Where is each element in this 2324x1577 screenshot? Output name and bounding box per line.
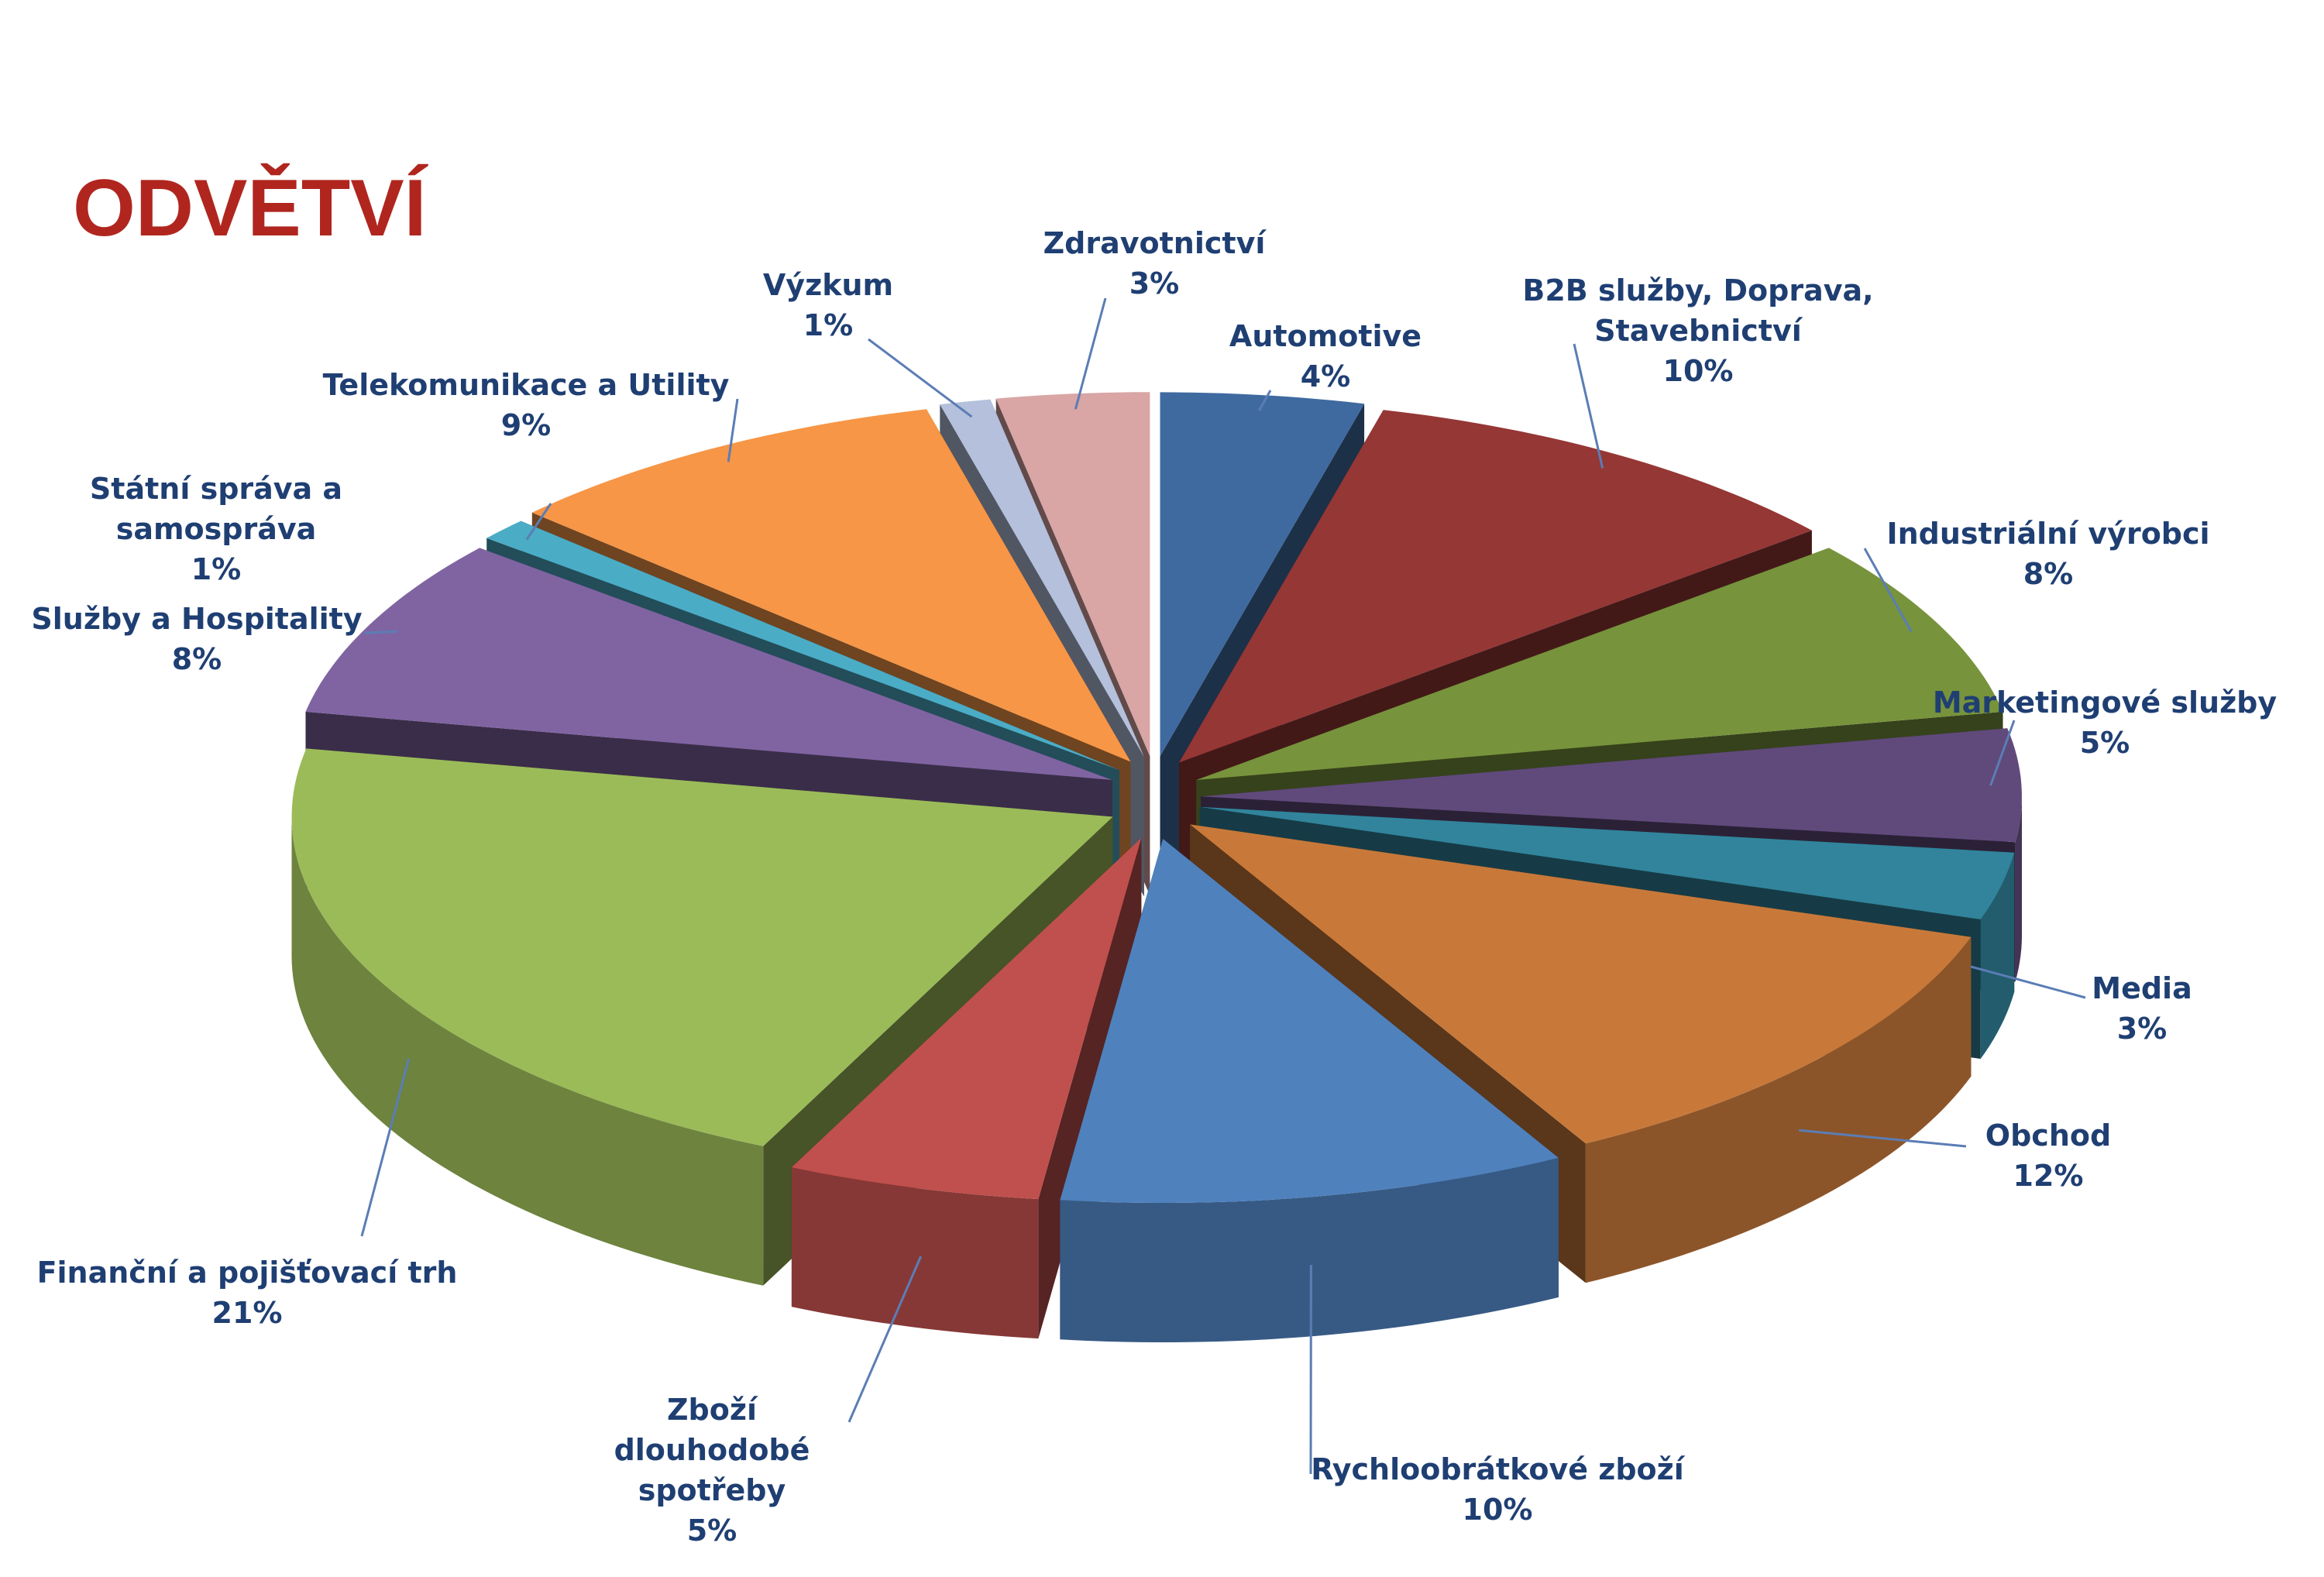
leader-line [1989, 720, 2016, 786]
category-label: Státní správa a samospráva [89, 472, 343, 546]
data-label: Zdravotnictví 3% [1043, 223, 1266, 304]
value-label: 4% [1300, 359, 1351, 393]
slice-side [791, 1167, 1039, 1339]
category-label: Obchod [1985, 1118, 2112, 1153]
data-label: Obchod 12% [1985, 1115, 2111, 1196]
category-label: Media [2092, 971, 2192, 1005]
data-label: Finanční a pojišťovací trh 21% [37, 1252, 458, 1333]
leader-line [1863, 548, 1913, 633]
slice [1179, 410, 1812, 763]
category-label: Rychloobrátkové zboží [1311, 1452, 1684, 1486]
leader-line [868, 338, 973, 418]
leader-line [364, 630, 397, 634]
slice [486, 521, 1119, 771]
leader-line [727, 398, 739, 462]
category-label: Výzkum [762, 268, 894, 302]
data-label: Automotive 4% [1229, 316, 1422, 397]
value-label: 8% [2023, 557, 2074, 591]
slice-side [1060, 1157, 1559, 1342]
data-label: Marketingové služby 5% [1933, 682, 2277, 763]
leader-line [360, 1058, 411, 1237]
value-label: 21% [211, 1296, 283, 1330]
slice-side [291, 816, 764, 1286]
data-label: Služby a Hospitality 8% [31, 599, 362, 679]
category-label: Služby a Hospitality [31, 602, 363, 636]
category-label: Industriální výrobci [1886, 517, 2210, 551]
value-label: 5% [2079, 726, 2130, 760]
category-label: B2B služby, Doprava, Stavebnictví [1522, 273, 1874, 348]
value-label: 10% [1662, 354, 1734, 388]
value-label: 10% [1462, 1493, 1533, 1527]
category-label: Telekomunikace a Utility [322, 368, 730, 402]
value-label: 9% [500, 408, 552, 442]
data-label: Státní správa a samospráva 1% [88, 469, 344, 589]
value-label: 3% [2116, 1012, 2168, 1046]
category-label: Automotive [1229, 319, 1422, 353]
data-label: Rychloobrátkové zboží 10% [1311, 1449, 1684, 1530]
leader-line [847, 1256, 923, 1423]
slice [1201, 728, 2022, 843]
leader-line [1258, 390, 1272, 411]
value-label: 12% [2013, 1159, 2084, 1193]
category-label: Zboží dlouhodobé spotřeby [614, 1393, 810, 1507]
value-label: 3% [1129, 266, 1180, 301]
category-label: Finanční a pojišťovací trh [36, 1256, 458, 1290]
data-label: Telekomunikace a Utility 9% [323, 365, 730, 445]
leader-line [1573, 343, 1604, 469]
chart-title: ODVĚTVÍ [73, 163, 427, 253]
slice [1199, 806, 2015, 919]
data-label: Zboží dlouhodobé spotřeby 5% [565, 1390, 859, 1551]
slice [940, 399, 1144, 758]
slice [1060, 839, 1559, 1203]
slice [1190, 824, 1972, 1144]
value-label: 1% [803, 308, 854, 342]
data-label: Media 3% [2092, 968, 2192, 1049]
value-label: 1% [191, 552, 242, 586]
slice-side [1585, 936, 1972, 1283]
leader-line [1970, 965, 2086, 999]
category-label: Zdravotnictví [1043, 226, 1266, 260]
slice-side [1980, 852, 2015, 1059]
data-label: Výzkum 1% [763, 265, 893, 345]
slice [791, 837, 1142, 1200]
slice [1196, 548, 2003, 780]
slice [291, 748, 1113, 1146]
slice [531, 409, 1131, 762]
value-label: 8% [171, 642, 222, 676]
leader-line [525, 503, 552, 541]
leader-line [1799, 1129, 1967, 1148]
slice [1160, 392, 1365, 757]
slice [305, 548, 1112, 780]
data-label: B2B služby, Doprava, Stavebnictví 10% [1504, 270, 1892, 391]
category-label: Marketingové služby [1932, 685, 2278, 720]
value-label: 5% [686, 1513, 737, 1548]
leader-line [1074, 297, 1107, 410]
slice-side [2015, 796, 2022, 982]
data-label: Industriální výrobci 8% [1886, 514, 2209, 594]
slice [995, 392, 1150, 757]
